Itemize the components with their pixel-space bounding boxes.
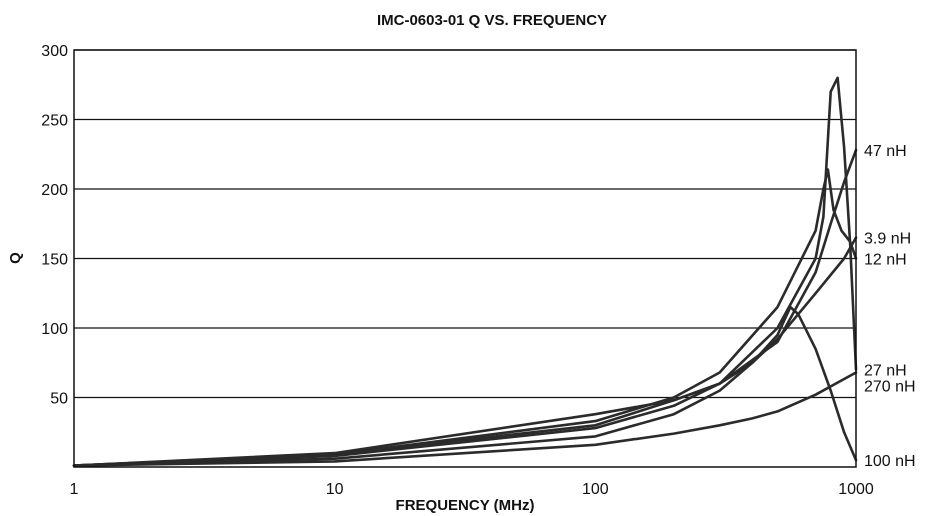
plot-frame bbox=[73, 49, 857, 468]
y-tick-label: 50 bbox=[50, 391, 68, 408]
x-tick-label: 1 bbox=[70, 481, 79, 498]
x-axis-ticks: 1 10 100 1000 bbox=[70, 481, 874, 498]
series-line bbox=[72, 371, 858, 467]
series-label: 270 nH bbox=[864, 379, 916, 396]
series-line bbox=[72, 148, 858, 467]
y-tick-label: 300 bbox=[41, 43, 68, 60]
series-line bbox=[72, 236, 858, 467]
x-tick-label: 100 bbox=[582, 481, 609, 498]
y-tick-label: 250 bbox=[41, 113, 68, 130]
series-label: 47 nH bbox=[864, 143, 907, 160]
chart-title: IMC-0603-01 Q VS. FREQUENCY bbox=[377, 12, 607, 29]
x-tick-label: 1000 bbox=[838, 481, 874, 498]
y-tick-label: 200 bbox=[41, 182, 68, 199]
y-tick-label: 150 bbox=[41, 252, 68, 269]
series-label: 100 nH bbox=[864, 453, 916, 470]
gridlines bbox=[74, 49, 856, 399]
series-line bbox=[72, 168, 858, 467]
series-label: 3.9 nH bbox=[864, 231, 911, 248]
y-axis-title: Q bbox=[7, 252, 24, 264]
y-axis-ticks: 50 100 150 200 250 300 bbox=[41, 43, 68, 408]
series-label: 27 nH bbox=[864, 363, 907, 380]
series-label: 12 nH bbox=[864, 252, 907, 269]
x-tick-label: 10 bbox=[326, 481, 344, 498]
series-line bbox=[72, 76, 858, 467]
series-line bbox=[72, 305, 858, 467]
y-tick-label: 100 bbox=[41, 321, 68, 338]
series-lines bbox=[72, 76, 858, 467]
x-axis-title: FREQUENCY (MHz) bbox=[396, 497, 535, 514]
